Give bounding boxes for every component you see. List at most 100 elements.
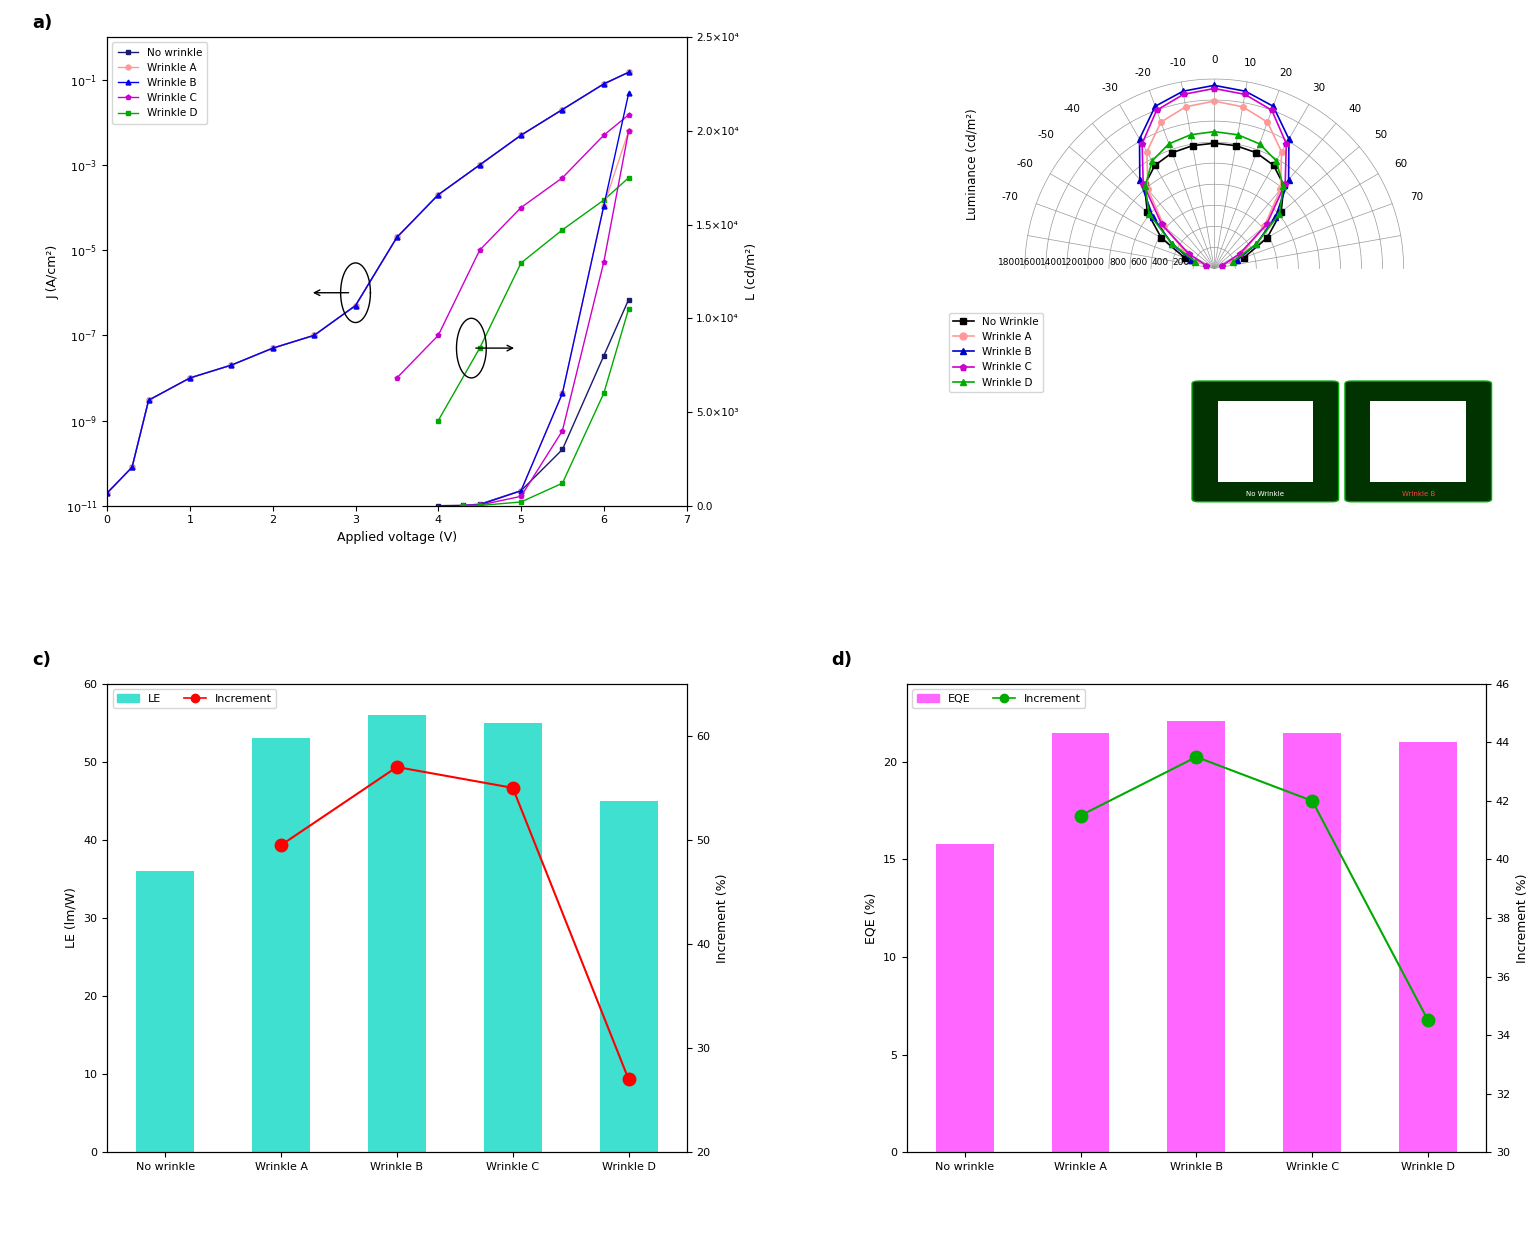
Bar <box>368 715 426 1152</box>
Text: 60: 60 <box>1394 160 1408 170</box>
Wrinkle D <box>512 255 530 270</box>
Wrinkle A <box>1155 219 1174 234</box>
Wrinkle D <box>1140 206 1158 221</box>
Wrinkle A <box>305 328 323 343</box>
Wrinkle B <box>429 187 447 202</box>
Wrinkle B <box>470 157 489 172</box>
Line: Wrinkle B: Wrinkle B <box>1137 83 1291 263</box>
Wrinkle C <box>1278 136 1296 151</box>
Y-axis label: Increment (%): Increment (%) <box>1515 873 1529 963</box>
Wrinkle B <box>1144 209 1163 224</box>
Text: -60: -60 <box>1017 160 1034 170</box>
Wrinkle A <box>1273 145 1291 160</box>
No wrinkle <box>512 128 530 142</box>
Text: 800: 800 <box>1109 259 1126 268</box>
Wrinkle D <box>1247 237 1265 252</box>
Bar <box>136 871 195 1152</box>
No Wrinkle <box>1275 178 1293 193</box>
Wrinkle C <box>1213 258 1232 273</box>
Text: a): a) <box>32 14 52 32</box>
Wrinkle A <box>553 102 571 116</box>
Wrinkle B <box>1163 237 1181 252</box>
Wrinkle C <box>553 170 571 185</box>
Text: 400: 400 <box>1151 259 1169 268</box>
Wrinkle B <box>1236 84 1255 99</box>
Wrinkle C <box>619 108 637 123</box>
Text: -10: -10 <box>1169 58 1186 68</box>
Legend: LE, Increment: LE, Increment <box>113 689 276 709</box>
No Wrinkle <box>1163 145 1181 160</box>
Wrinkle C <box>1230 247 1249 261</box>
Wrinkle A <box>1223 254 1241 269</box>
Text: 20: 20 <box>1279 68 1291 78</box>
Wrinkle A <box>123 460 141 475</box>
No wrinkle <box>429 187 447 202</box>
FancyBboxPatch shape <box>1192 382 1339 502</box>
Wrinkle A <box>1258 115 1276 130</box>
Wrinkle D <box>619 170 637 185</box>
No Wrinkle <box>1227 139 1246 154</box>
Wrinkle D <box>1275 178 1293 193</box>
Wrinkle A <box>388 230 406 245</box>
Y-axis label: Increment (%): Increment (%) <box>715 873 729 963</box>
Text: 200: 200 <box>1172 259 1189 268</box>
Wrinkle C <box>1180 247 1198 261</box>
Wrinkle D <box>1206 124 1224 139</box>
No wrinkle <box>98 486 116 501</box>
No Wrinkle <box>1264 159 1282 173</box>
Bar <box>1167 721 1226 1152</box>
Text: 40: 40 <box>1348 104 1362 114</box>
No Wrinkle <box>1152 230 1170 245</box>
FancyBboxPatch shape <box>1345 382 1492 502</box>
Legend: No wrinkle, Wrinkle A, Wrinkle B, Wrinkle C, Wrinkle D: No wrinkle, Wrinkle A, Wrinkle B, Wrinkl… <box>112 42 207 124</box>
No wrinkle <box>388 230 406 245</box>
Text: -50: -50 <box>1037 130 1054 140</box>
Wrinkle A <box>1138 145 1157 160</box>
No Wrinkle <box>1235 250 1253 265</box>
Text: 600: 600 <box>1131 259 1147 268</box>
X-axis label: Applied voltage (V): Applied voltage (V) <box>337 532 457 544</box>
Wrinkle D <box>1186 254 1204 269</box>
Text: 50: 50 <box>1374 130 1386 140</box>
Wrinkle B <box>1174 84 1192 99</box>
No wrinkle <box>264 341 282 356</box>
Bar <box>936 844 994 1152</box>
Wrinkle B <box>123 460 141 475</box>
Text: 1400: 1400 <box>1040 259 1063 268</box>
Wrinkle A <box>98 486 116 501</box>
Wrinkle D <box>1181 128 1200 142</box>
Line: Wrinkle C: Wrinkle C <box>394 113 631 380</box>
Wrinkle A <box>1177 244 1195 259</box>
Wrinkle B <box>1146 99 1164 114</box>
Wrinkle B <box>1264 99 1282 114</box>
Bar <box>253 738 309 1152</box>
Wrinkle B <box>222 358 241 373</box>
FancyBboxPatch shape <box>1371 400 1466 482</box>
Text: 70: 70 <box>1409 192 1423 202</box>
Line: No Wrinkle: No Wrinkle <box>1141 140 1287 260</box>
Wrinkle B <box>305 328 323 343</box>
No wrinkle <box>222 358 241 373</box>
Wrinkle A <box>512 128 530 142</box>
Wrinkle B <box>619 64 637 79</box>
No Wrinkle <box>1135 178 1154 193</box>
No Wrinkle <box>1175 250 1193 265</box>
Wrinkle B <box>388 230 406 245</box>
Wrinkle A <box>470 157 489 172</box>
Wrinkle C <box>1152 217 1170 232</box>
Wrinkle A <box>1255 219 1273 234</box>
Bar <box>1399 742 1457 1152</box>
Wrinkle C <box>388 370 406 385</box>
Wrinkle B <box>346 299 365 313</box>
Wrinkle B <box>264 341 282 356</box>
Wrinkle B <box>181 370 199 385</box>
Text: 1200: 1200 <box>1062 259 1085 268</box>
Line: Wrinkle D: Wrinkle D <box>435 176 631 422</box>
Wrinkle C <box>1206 81 1224 95</box>
No Wrinkle <box>1258 230 1276 245</box>
No wrinkle <box>470 157 489 172</box>
Wrinkle D <box>1224 254 1242 269</box>
Wrinkle C <box>1147 103 1166 118</box>
Wrinkle D <box>1143 154 1161 169</box>
FancyBboxPatch shape <box>1218 400 1313 482</box>
